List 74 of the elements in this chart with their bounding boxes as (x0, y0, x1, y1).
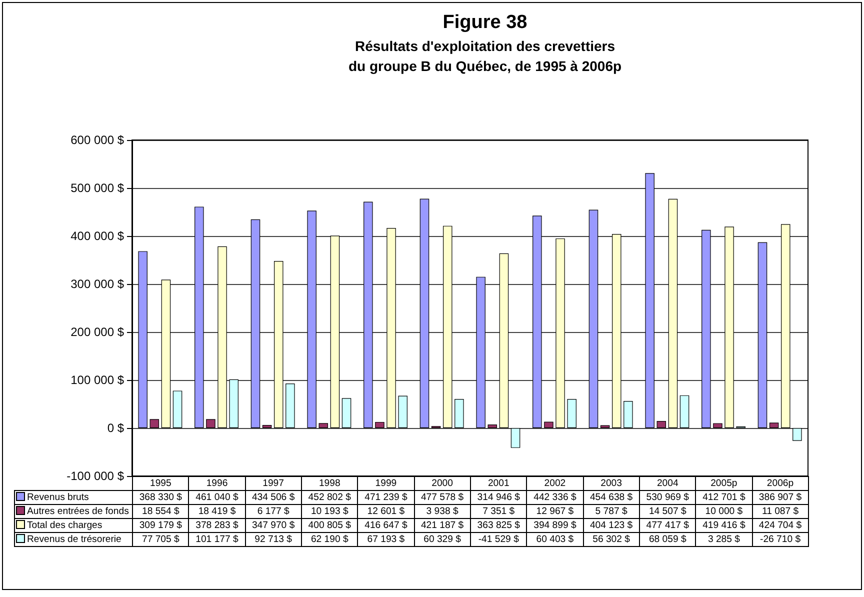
data-label: 60 403 $ (526, 532, 584, 546)
legend-label: Total des charges (14, 518, 132, 532)
data-label: 62 190 $ (301, 532, 358, 546)
data-label: 56 302 $ (583, 532, 640, 546)
x-tick-label: 2002 (526, 476, 584, 490)
data-label: 3 285 $ (696, 532, 752, 546)
data-label: 477 578 $ (414, 490, 470, 504)
y-tick-label: 600 000 $ (70, 133, 124, 147)
data-label: 461 040 $ (188, 490, 246, 504)
chart-subtitle: Résultats d'exploitation des crevettiers du groupe B du Québec, de 1995 à 2006p (348, 38, 622, 74)
data-label: 454 638 $ (583, 490, 640, 504)
data-label: 424 704 $ (752, 518, 808, 532)
data-label: 18 554 $ (132, 504, 189, 518)
data-label: 67 193 $ (358, 532, 414, 546)
data-label: 434 506 $ (245, 490, 302, 504)
data-label: 5 787 $ (583, 504, 640, 518)
data-label: 452 802 $ (301, 490, 358, 504)
x-tick-label: 1999 (358, 476, 414, 490)
y-tick-label: 200 000 $ (70, 325, 124, 339)
data-label: 400 805 $ (301, 518, 358, 532)
data-label: 416 647 $ (358, 518, 414, 532)
x-tick-label: 2000 (414, 476, 470, 490)
data-label: 92 713 $ (245, 532, 302, 546)
x-tick-label: 1997 (245, 476, 302, 490)
data-label: 442 336 $ (526, 490, 584, 504)
y-tick-label: 500 000 $ (70, 181, 124, 195)
data-label: 314 946 $ (470, 490, 527, 504)
data-label: 68 059 $ (639, 532, 696, 546)
y-tick-label: 300 000 $ (70, 277, 124, 291)
data-label: 6 177 $ (245, 504, 302, 518)
data-label: 309 179 $ (132, 518, 189, 532)
data-label: 12 967 $ (526, 504, 584, 518)
x-tick-label: 2006p (752, 476, 808, 490)
data-label: 530 969 $ (639, 490, 696, 504)
data-label: 10 193 $ (301, 504, 358, 518)
data-label: 477 417 $ (639, 518, 696, 532)
legend-label: Autres entrées de fonds (14, 504, 132, 518)
x-tick-label: 2001 (470, 476, 527, 490)
data-label: 394 899 $ (526, 518, 584, 532)
x-tick-label: 2003 (583, 476, 640, 490)
legend-label: Revenus de trésorerie (14, 532, 132, 546)
y-tick-label: -100 000 $ (66, 469, 124, 483)
y-tick-label: 400 000 $ (70, 229, 124, 243)
chart-title: Figure 38 (442, 12, 528, 33)
data-label: 18 419 $ (188, 504, 246, 518)
data-label: 363 825 $ (470, 518, 527, 532)
data-label: -26 710 $ (752, 532, 808, 546)
data-label: 7 351 $ (470, 504, 527, 518)
y-tick-label: 100 000 $ (70, 373, 124, 387)
data-label: 77 705 $ (132, 532, 189, 546)
x-tick-label: 2005p (696, 476, 752, 490)
data-label: 368 330 $ (132, 490, 189, 504)
y-tick-label: 0 $ (107, 421, 124, 435)
data-label: 14 507 $ (639, 504, 696, 518)
data-label: 11 087 $ (752, 504, 808, 518)
data-label: 347 970 $ (245, 518, 302, 532)
data-label: 101 177 $ (188, 532, 246, 546)
x-tick-label: 1995 (132, 476, 189, 490)
data-label: 378 283 $ (188, 518, 246, 532)
data-label: 412 701 $ (696, 490, 752, 504)
x-tick-label: 1998 (301, 476, 358, 490)
x-tick-label: 1996 (188, 476, 246, 490)
data-label: 419 416 $ (696, 518, 752, 532)
data-label: 3 938 $ (414, 504, 470, 518)
data-label: 12 601 $ (358, 504, 414, 518)
data-label: 386 907 $ (752, 490, 808, 504)
x-tick-label: 2004 (639, 476, 696, 490)
legend-label: Revenus bruts (14, 490, 132, 504)
data-label: 471 239 $ (358, 490, 414, 504)
data-label: 421 187 $ (414, 518, 470, 532)
data-label: -41 529 $ (470, 532, 527, 546)
data-label: 10 000 $ (696, 504, 752, 518)
data-label: 60 329 $ (414, 532, 470, 546)
data-label: 404 123 $ (583, 518, 640, 532)
